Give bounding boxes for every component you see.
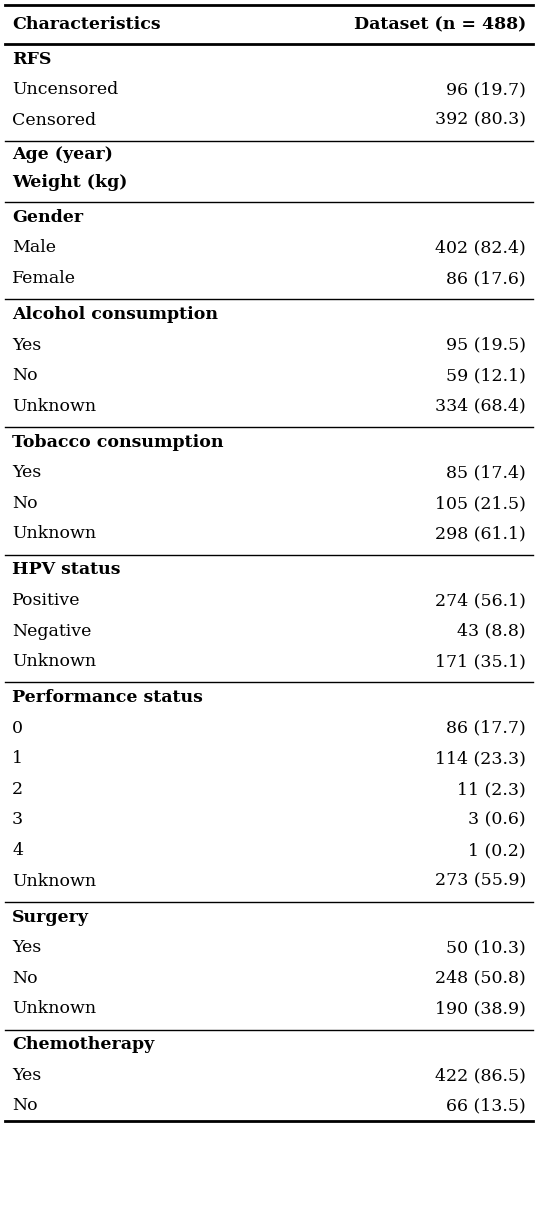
- Text: Characteristics: Characteristics: [12, 16, 161, 33]
- Text: 86 (17.6): 86 (17.6): [447, 271, 526, 288]
- Text: Yes: Yes: [12, 939, 41, 957]
- Text: Gender: Gender: [12, 209, 83, 226]
- Text: 96 (19.7): 96 (19.7): [446, 81, 526, 98]
- Text: No: No: [12, 495, 38, 512]
- Text: 392 (80.3): 392 (80.3): [435, 112, 526, 129]
- Text: 4: 4: [12, 842, 23, 859]
- Text: No: No: [12, 367, 38, 384]
- Text: 50 (10.3): 50 (10.3): [446, 939, 526, 957]
- Text: 2: 2: [12, 780, 23, 798]
- Text: 248 (50.8): 248 (50.8): [435, 970, 526, 987]
- Text: Surgery: Surgery: [12, 908, 89, 925]
- Text: Unknown: Unknown: [12, 525, 96, 542]
- Text: Female: Female: [12, 271, 76, 288]
- Text: 273 (55.9): 273 (55.9): [435, 872, 526, 889]
- Text: 402 (82.4): 402 (82.4): [435, 239, 526, 256]
- Text: Yes: Yes: [12, 1067, 41, 1084]
- Text: 59 (12.1): 59 (12.1): [446, 367, 526, 384]
- Text: No: No: [12, 970, 38, 987]
- Text: 43 (8.8): 43 (8.8): [457, 622, 526, 639]
- Text: Weight (kg): Weight (kg): [12, 174, 128, 191]
- Text: 3: 3: [12, 812, 23, 829]
- Text: RFS: RFS: [12, 51, 51, 68]
- Text: Censored: Censored: [12, 112, 96, 129]
- Text: Negative: Negative: [12, 622, 91, 639]
- Text: 11 (2.3): 11 (2.3): [457, 780, 526, 798]
- Text: 85 (17.4): 85 (17.4): [446, 464, 526, 481]
- Text: 66 (13.5): 66 (13.5): [446, 1097, 526, 1115]
- Text: Dataset (n = 488): Dataset (n = 488): [354, 16, 526, 33]
- Text: 86 (17.7): 86 (17.7): [446, 720, 526, 737]
- Text: Unknown: Unknown: [12, 397, 96, 414]
- Text: 0: 0: [12, 720, 23, 737]
- Text: Positive: Positive: [12, 592, 81, 609]
- Text: 422 (86.5): 422 (86.5): [435, 1067, 526, 1084]
- Text: Chemotherapy: Chemotherapy: [12, 1036, 154, 1053]
- Text: No: No: [12, 1097, 38, 1115]
- Text: 1 (0.2): 1 (0.2): [469, 842, 526, 859]
- Text: 3 (0.6): 3 (0.6): [469, 812, 526, 829]
- Text: 190 (38.9): 190 (38.9): [435, 1000, 526, 1017]
- Text: Uncensored: Uncensored: [12, 81, 118, 98]
- Text: 274 (56.1): 274 (56.1): [435, 592, 526, 609]
- Text: Unknown: Unknown: [12, 1000, 96, 1017]
- Text: 171 (35.1): 171 (35.1): [435, 654, 526, 670]
- Text: 334 (68.4): 334 (68.4): [435, 397, 526, 414]
- Text: 105 (21.5): 105 (21.5): [435, 495, 526, 512]
- Text: 298 (61.1): 298 (61.1): [435, 525, 526, 542]
- Text: Performance status: Performance status: [12, 690, 203, 707]
- Text: Unknown: Unknown: [12, 872, 96, 889]
- Text: Unknown: Unknown: [12, 654, 96, 670]
- Text: 95 (19.5): 95 (19.5): [446, 337, 526, 354]
- Text: HPV status: HPV status: [12, 562, 121, 579]
- Text: Male: Male: [12, 239, 56, 256]
- Text: Yes: Yes: [12, 464, 41, 481]
- Text: 114 (23.3): 114 (23.3): [435, 750, 526, 767]
- Text: Age (year): Age (year): [12, 146, 113, 163]
- Text: 1: 1: [12, 750, 23, 767]
- Text: Tobacco consumption: Tobacco consumption: [12, 434, 223, 451]
- Text: Yes: Yes: [12, 337, 41, 354]
- Text: Alcohol consumption: Alcohol consumption: [12, 306, 218, 323]
